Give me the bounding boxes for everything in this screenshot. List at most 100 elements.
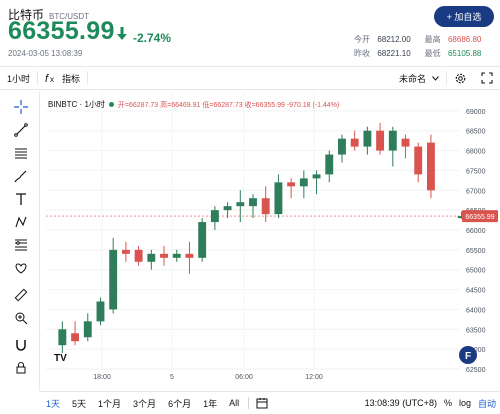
text-icon <box>16 193 26 205</box>
measure-tool[interactable] <box>13 237 29 253</box>
log-toggle[interactable]: log <box>458 398 471 408</box>
stats-row: 昨收 68221.10 最低 65105.88 <box>354 46 494 60</box>
candle-body <box>210 210 219 223</box>
trendline-tool[interactable] <box>13 122 29 138</box>
candle-body <box>58 329 67 346</box>
stats-row: 今开 68212.00 最高 68686.80 <box>354 32 494 46</box>
f-badge <box>459 346 477 364</box>
drawing-toolbar <box>0 91 40 391</box>
candle-body <box>185 253 194 258</box>
layout-label: 未命名 <box>398 73 426 84</box>
range-1m[interactable]: 1个月 <box>98 398 122 409</box>
quote-timestamp: 2024-03-05 13:08:39 <box>8 49 83 58</box>
lock-tool[interactable] <box>13 360 29 376</box>
price-chart[interactable]: BINBTC · 1小时 开=66287.73 高=66469.91 低=662… <box>40 91 500 391</box>
range-1d[interactable]: 1天 <box>46 398 61 409</box>
candle-body <box>249 198 257 207</box>
chart-symbol: BINBTC · 1小时 <box>48 100 105 109</box>
range-6m[interactable]: 6个月 <box>168 398 192 409</box>
zoom-tool[interactable] <box>13 310 29 326</box>
brush-tool[interactable] <box>13 168 29 184</box>
candle-body <box>426 142 435 191</box>
x-tick-label: 12:00 <box>305 374 323 381</box>
candle-body <box>172 253 181 258</box>
last-price: 66355.99 <box>8 17 115 45</box>
candle-body <box>350 138 359 147</box>
indicators-button[interactable]: f x 指标 <box>38 67 87 89</box>
gear-icon <box>455 73 466 83</box>
candlestick-plot: 6900068500680006750067000665006600065500… <box>46 91 498 381</box>
open-label: 今开 <box>354 34 370 44</box>
chart-legend: BINBTC · 1小时 开=66287.73 高=66469.91 低=662… <box>48 99 339 110</box>
interval-label: 1小时 <box>7 73 31 84</box>
fullscreen-button[interactable] <box>474 67 500 89</box>
candle-body <box>236 202 245 207</box>
y-tick-label: 68500 <box>466 129 486 136</box>
prev-close-value: 68221.10 <box>377 48 411 58</box>
layout-selector[interactable]: 未命名 <box>392 67 446 89</box>
fib-icon <box>15 239 27 251</box>
range-1y[interactable]: 1年 <box>203 398 218 409</box>
favorite-tool[interactable] <box>13 260 29 276</box>
candle-body <box>388 130 397 151</box>
indicators-label: 指标 <box>62 73 81 84</box>
price-change: -2.74% <box>133 31 172 45</box>
candle-body <box>96 301 105 322</box>
candle-body <box>223 206 232 211</box>
candle-body <box>401 138 410 147</box>
low-label: 最低 <box>424 48 441 58</box>
toolbar-divider <box>446 71 447 85</box>
text-tool[interactable] <box>13 191 29 207</box>
lock-icon <box>16 362 26 374</box>
candle-body <box>299 178 308 187</box>
auto-toggle[interactable]: 自动 <box>477 398 496 409</box>
y-tick-label: 68000 <box>466 149 486 156</box>
magnet-tool[interactable] <box>13 337 29 353</box>
zoom-in-icon <box>15 312 28 325</box>
brush-icon <box>14 170 27 183</box>
interval-selector[interactable]: 1小时 <box>0 67 37 89</box>
candle-body <box>160 253 168 258</box>
x-tick-label: 5 <box>170 374 174 381</box>
candle-body <box>363 130 372 147</box>
quote-header: 比特币 BTC/USDT 66355.99 -2.74% 2024-03-05 … <box>0 0 500 64</box>
candle-body <box>457 216 466 219</box>
y-tick-label: 66000 <box>466 228 486 235</box>
range-all[interactable]: All <box>229 398 240 408</box>
low-value: 65105.88 <box>447 48 482 58</box>
ruler-tool[interactable] <box>13 287 29 303</box>
last-price-tag-label: 66355.99 <box>465 214 494 221</box>
horizontal-lines-tool[interactable] <box>13 145 29 161</box>
x-tick-label: 18:00 <box>93 374 111 381</box>
horizontal-lines-icon <box>15 148 27 159</box>
asset-name: 比特币 <box>8 8 45 22</box>
y-tick-label: 65500 <box>466 248 486 255</box>
add-watchlist-button[interactable]: + 加自选 <box>434 6 494 27</box>
crosshair-tool[interactable] <box>13 99 29 115</box>
settings-button[interactable] <box>447 67 474 89</box>
heart-icon <box>15 263 27 274</box>
candle-body <box>71 333 80 342</box>
asset-pair: BTC/USDT <box>49 12 90 21</box>
y-tick-label: 69000 <box>466 109 486 116</box>
toolbar-right: 未命名 <box>392 67 500 89</box>
open-value: 68212.00 <box>377 34 411 44</box>
clock-time: 13:08:39 (UTC+8) <box>364 398 437 408</box>
ohlc-values: 开=66287.73 高=66469.91 低=66287.73 收=66355… <box>117 102 340 109</box>
svg-text:x: x <box>50 75 54 84</box>
f-badge-letter: F <box>465 351 471 362</box>
y-tick-label: 67000 <box>466 188 486 195</box>
percent-toggle[interactable]: % <box>443 398 452 408</box>
trendline-icon <box>14 123 28 137</box>
range-3m[interactable]: 3个月 <box>133 398 157 409</box>
candle-body <box>274 182 283 215</box>
y-tick-label: 67500 <box>466 168 486 175</box>
status-dot <box>108 102 114 107</box>
range-5d[interactable]: 5天 <box>72 398 87 409</box>
candle-body <box>83 321 92 338</box>
pattern-tool[interactable] <box>13 214 29 230</box>
candle-body <box>198 222 207 258</box>
y-tick-label: 65000 <box>466 268 486 275</box>
calendar-icon[interactable] <box>256 397 268 409</box>
y-tick-label: 64000 <box>466 307 486 314</box>
